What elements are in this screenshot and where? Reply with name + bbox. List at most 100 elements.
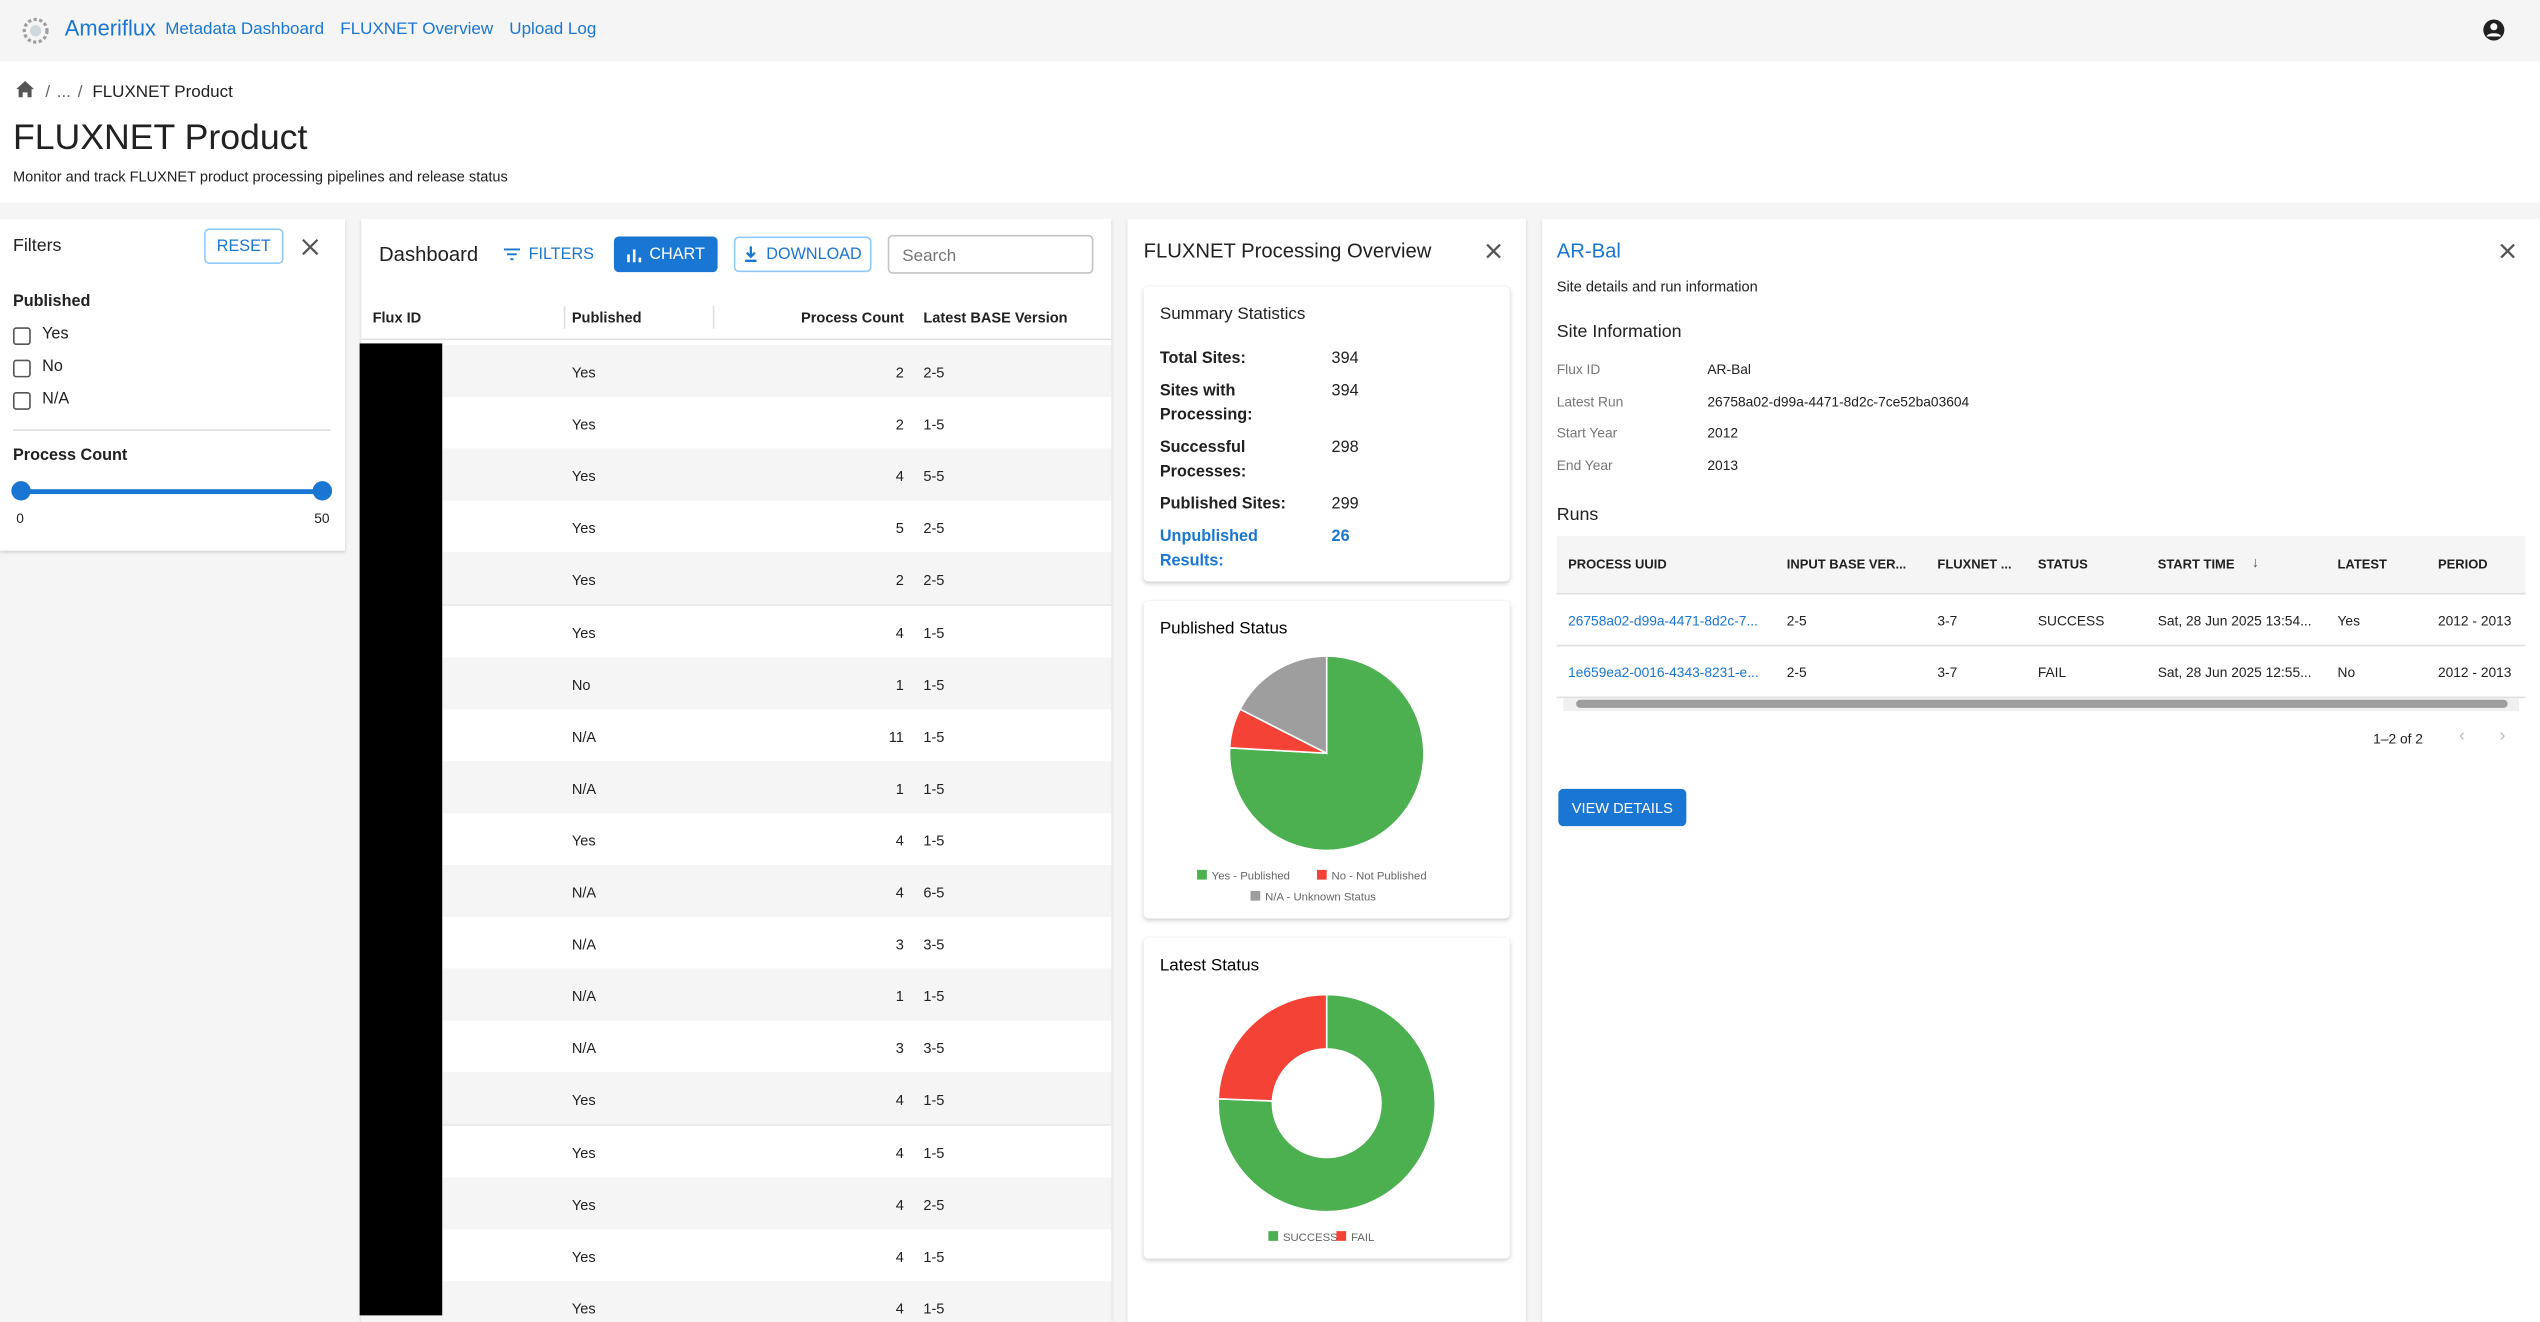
breadcrumb-item: FLUXNET Product xyxy=(92,83,233,102)
pie-slice[interactable] xyxy=(1218,995,1326,1101)
redacted-block xyxy=(360,343,443,1315)
stat-value: 299 xyxy=(1332,492,1359,516)
table-row[interactable] xyxy=(361,1073,1111,1126)
close-icon[interactable] xyxy=(301,238,319,256)
column-header[interactable]: STATUS xyxy=(2038,557,2088,572)
table-row[interactable] xyxy=(361,553,1111,606)
column-header[interactable]: PROCESS UUID xyxy=(1568,557,1667,572)
checkbox[interactable] xyxy=(13,392,31,410)
overview-title: FLUXNET Processing Overview xyxy=(1144,240,1432,263)
nav-bar: Ameriflux Metadata Dashboard FLUXNET Over… xyxy=(0,0,2540,62)
nav-link[interactable]: Metadata Dashboard xyxy=(165,19,324,38)
checkbox[interactable] xyxy=(13,360,31,378)
column-divider xyxy=(564,306,566,329)
cell: Yes xyxy=(572,364,596,380)
reset-button[interactable]: RESET xyxy=(204,228,283,264)
stat-label: Unpublished Results: xyxy=(1160,525,1286,574)
dashboard-title: Dashboard xyxy=(379,243,478,266)
checkbox-label: Yes xyxy=(42,326,68,344)
table-row[interactable] xyxy=(361,813,1111,866)
legend-label: SUCCESS xyxy=(1283,1232,1338,1244)
table-row[interactable] xyxy=(361,345,1111,398)
table-row[interactable] xyxy=(361,917,1111,970)
column-header[interactable]: INPUT BASE VER... xyxy=(1787,557,1907,572)
table-row[interactable] xyxy=(361,1281,1111,1322)
table-row[interactable] xyxy=(361,969,1111,1022)
column-header[interactable]: PERIOD xyxy=(2438,557,2488,572)
column-header[interactable]: Flux ID xyxy=(373,309,422,325)
nav-link[interactable]: Upload Log xyxy=(509,19,596,38)
legend-swatch xyxy=(1197,870,1207,880)
column-header[interactable]: Latest BASE Version xyxy=(923,309,1067,325)
cell: 1-5 xyxy=(923,624,944,640)
cell: Yes xyxy=(572,624,596,640)
brand[interactable]: Ameriflux xyxy=(65,16,156,40)
column-header[interactable]: FLUXNET ... xyxy=(1937,557,2011,572)
table-row[interactable] xyxy=(361,1177,1111,1230)
slider-label: 0 xyxy=(16,510,24,526)
slider-thumb[interactable] xyxy=(11,481,30,500)
close-icon[interactable] xyxy=(1485,243,1501,259)
cell[interactable]: 26758a02-d99a-4471-8d2c-7... xyxy=(1568,612,1758,628)
table-row[interactable] xyxy=(361,449,1111,502)
cell: Sat, 28 Jun 2025 12:55... xyxy=(2158,664,2312,680)
table-row[interactable] xyxy=(361,501,1111,554)
table-row[interactable] xyxy=(361,761,1111,814)
home-icon[interactable] xyxy=(15,79,36,98)
cell: 2-5 xyxy=(923,364,944,380)
cell[interactable]: 1e659ea2-0016-4343-8231-e... xyxy=(1568,664,1759,680)
breadcrumb-item[interactable]: ... xyxy=(57,83,71,102)
site-title: AR-Bal xyxy=(1557,240,1621,263)
scrollbar[interactable] xyxy=(1563,698,2519,711)
cell: SUCCESS xyxy=(2038,612,2105,628)
column-header[interactable]: LATEST xyxy=(2338,557,2387,572)
cell: 3-7 xyxy=(1937,612,1957,628)
table-row[interactable] xyxy=(361,657,1111,710)
account-icon[interactable] xyxy=(2482,18,2506,42)
close-icon[interactable] xyxy=(2500,243,2516,259)
column-header[interactable]: START TIME xyxy=(2158,557,2235,572)
checkbox[interactable] xyxy=(13,327,31,345)
table-row[interactable] xyxy=(361,709,1111,762)
table-row[interactable] xyxy=(361,865,1111,918)
legend-swatch xyxy=(1268,1231,1278,1241)
cell: Yes xyxy=(572,1144,596,1160)
cell: 4 xyxy=(896,1300,904,1316)
prev-page[interactable]: ‹ xyxy=(2459,726,2465,745)
slider-thumb[interactable] xyxy=(313,481,332,500)
dashboard-panel: Dashboard FILTERS CHART DOWNLOAD Search … xyxy=(361,219,1111,1322)
cell: 2012 - 2013 xyxy=(2438,612,2512,628)
nav-link[interactable]: FLUXNET Overview xyxy=(340,19,493,38)
download-button[interactable]: DOWNLOAD xyxy=(734,237,872,273)
cell: 3 xyxy=(896,1040,904,1056)
view-details-button[interactable]: VIEW DETAILS xyxy=(1558,789,1686,826)
column-header[interactable]: Process Count xyxy=(801,309,904,325)
cell: 2-5 xyxy=(1787,612,1807,628)
stat-value: 394 xyxy=(1332,379,1359,403)
column-header[interactable]: Published xyxy=(572,309,642,325)
checkbox-label: N/A xyxy=(42,390,69,408)
cell: 2-5 xyxy=(923,572,944,588)
cell: 6-5 xyxy=(923,884,944,900)
table-row[interactable] xyxy=(361,605,1111,658)
stat-value: 298 xyxy=(1332,436,1359,460)
table-row[interactable] xyxy=(361,1229,1111,1282)
cell: 4 xyxy=(896,1196,904,1212)
cell: 11 xyxy=(889,728,904,744)
breadcrumb-separator: / xyxy=(45,83,50,102)
section-title: Site Information xyxy=(1557,322,1682,341)
table-row[interactable] xyxy=(361,1125,1111,1178)
sort-icon: ↓ xyxy=(2252,554,2259,570)
search-input[interactable]: Search xyxy=(888,235,1094,274)
button-label: CHART xyxy=(649,245,705,263)
cell: Yes xyxy=(572,416,596,432)
filters-button[interactable]: FILTERS xyxy=(499,237,599,273)
cell: 5 xyxy=(896,520,904,536)
slider-track xyxy=(21,489,322,494)
table-row[interactable] xyxy=(361,397,1111,450)
info-value: 2013 xyxy=(1707,457,1738,473)
table-row[interactable] xyxy=(361,1021,1111,1074)
chart-button[interactable]: CHART xyxy=(614,237,718,273)
legend-label: FAIL xyxy=(1351,1232,1374,1244)
next-page[interactable]: › xyxy=(2500,726,2506,745)
